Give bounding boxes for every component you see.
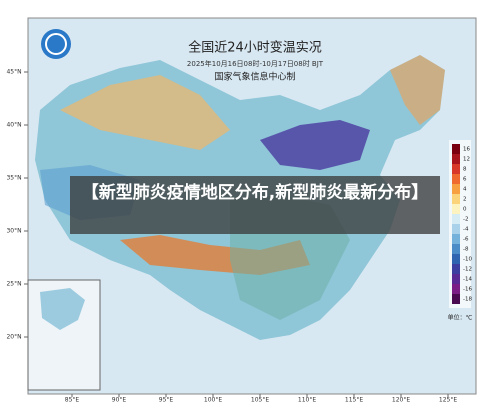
legend-swatch: [452, 194, 460, 204]
lat-label: 35°N: [6, 175, 21, 182]
legend-swatch: [452, 144, 460, 154]
legend-label: -2: [463, 217, 468, 223]
lat-label: 45°N: [6, 69, 21, 76]
legend-label: 8: [463, 167, 467, 173]
legend-label: -4: [463, 227, 469, 233]
legend-swatch: [452, 184, 460, 194]
lon-label: 100°E: [204, 397, 222, 404]
legend-label: -16: [463, 287, 472, 293]
lon-label: 85°E: [65, 397, 80, 404]
legend-swatch: [452, 204, 460, 214]
legend-label: -10: [463, 257, 472, 263]
legend-label: 12: [463, 157, 470, 163]
cold-region: [260, 120, 370, 170]
lat-label: 20°N: [6, 334, 21, 341]
subtitle: 2025年10月16日08时-10月17日08时 BJT: [187, 59, 324, 68]
legend-label: -8: [463, 247, 469, 253]
banner: 【新型肺炎疫情地区分布,新型肺炎最新分布】: [70, 176, 440, 234]
legend-label: 6: [463, 177, 467, 183]
lon-label: 105°E: [251, 397, 269, 404]
legend-swatch: [452, 154, 460, 164]
lon-label: 90°E: [112, 397, 127, 404]
legend-unit: 单位：℃: [448, 314, 473, 322]
legend-swatch: [452, 174, 460, 184]
lat-label: 30°N: [6, 228, 21, 235]
legend-label: 16: [463, 147, 470, 153]
legend-swatch: [452, 214, 460, 224]
lon-label: 110°E: [298, 397, 316, 404]
legend-swatch: [452, 244, 460, 254]
legend-swatch: [452, 264, 460, 274]
legend-label: -12: [463, 267, 472, 273]
legend-swatch: [452, 284, 460, 294]
lon-label: 115°E: [345, 397, 363, 404]
lat-label: 25°N: [6, 281, 21, 288]
legend-label: 4: [463, 187, 467, 193]
legend-label: 2: [463, 197, 467, 203]
lon-label: 120°E: [392, 397, 410, 404]
source: 国家气象信息中心制: [214, 71, 295, 83]
legend-swatch: [452, 294, 460, 304]
lat-label: 40°N: [6, 122, 21, 129]
legend-label: 0: [463, 207, 467, 213]
inset-land: [40, 288, 85, 330]
legend-swatch: [452, 274, 460, 284]
legend-swatch: [452, 234, 460, 244]
logo-ring: [45, 33, 67, 55]
northeast-region: [390, 55, 445, 125]
lon-label: 95°E: [159, 397, 174, 404]
legend-label: -18: [463, 297, 472, 303]
legend-swatch: [452, 254, 460, 264]
legend-label: -6: [463, 237, 469, 243]
title: 全国近24小时变温实况: [188, 40, 322, 56]
warm-region: [60, 75, 230, 150]
legend-swatch: [452, 224, 460, 234]
legend-swatch: [452, 164, 460, 174]
lon-label: 125°E: [439, 397, 457, 404]
legend-label: -14: [463, 277, 472, 283]
